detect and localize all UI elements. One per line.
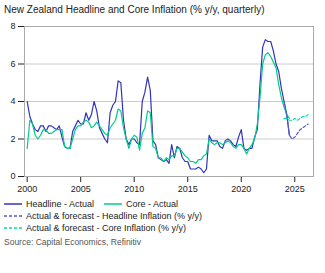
html-text:New Zealand Headline and Core: New Zealand Headline and Core Inflation …	[4, 4, 265, 15]
svg-text:6: 6	[10, 59, 15, 69]
svg-text:8: 8	[10, 21, 15, 31]
svg-text:2015: 2015	[178, 184, 198, 194]
svg-text:4: 4	[10, 96, 15, 106]
html-text:Actual & forecast - Headline I: Actual & forecast - Headline Inflation (…	[26, 211, 203, 221]
html-text:Headline - Actual: Headline - Actual	[26, 199, 94, 209]
svg-text:2010: 2010	[124, 184, 144, 194]
svg-text:2: 2	[10, 134, 15, 144]
html-text:Actual & forecast - Core Infla: Actual & forecast - Core Inflation (% y/…	[26, 223, 187, 233]
svg-text:2025: 2025	[285, 184, 305, 194]
html-text:Source: Capital Economics, Ref: Source: Capital Economics, Refinitiv	[4, 237, 141, 247]
html-text:Core - Actual: Core - Actual	[126, 199, 179, 209]
svg-text:2020: 2020	[231, 184, 251, 194]
svg-text:0: 0	[10, 171, 15, 181]
svg-text:2005: 2005	[71, 184, 91, 194]
svg-text:2000: 2000	[17, 184, 37, 194]
